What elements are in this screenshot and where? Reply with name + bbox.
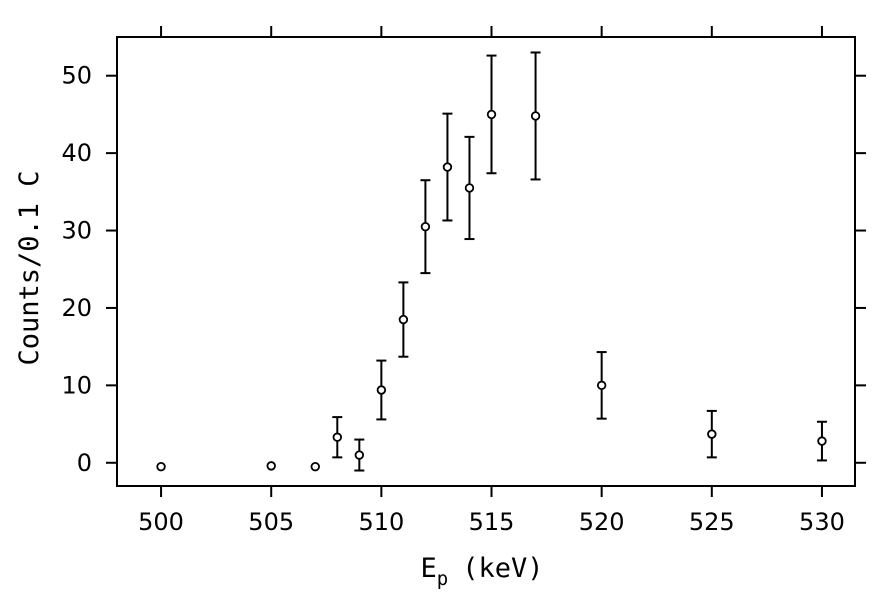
x-axis-label-unit: (keV) [462, 553, 543, 584]
data-point [442, 162, 453, 172]
x-axis-label-main: E [421, 553, 437, 584]
data-point [266, 461, 276, 471]
data-point [486, 109, 497, 120]
data-point [310, 461, 320, 472]
data-point [398, 314, 409, 325]
data-point [707, 429, 717, 439]
y-tick-label: 10 [61, 371, 92, 399]
data-point [332, 432, 342, 442]
x-tick-label: 520 [579, 508, 625, 536]
x-tick-label: 505 [248, 508, 294, 536]
data-marks [156, 51, 827, 472]
x-tick-label: 525 [689, 508, 735, 536]
data-point [464, 183, 475, 193]
plot-frame [116, 36, 856, 487]
y-tick-label: 0 [77, 449, 92, 477]
y-tick-label: 50 [61, 62, 92, 90]
data-point [530, 111, 541, 121]
data-point [354, 450, 365, 460]
y-axis-label: Counts/0.1 C [14, 170, 45, 365]
data-point [156, 461, 166, 472]
y-tick-label: 20 [61, 294, 92, 322]
x-axis-label-sub: p [437, 568, 448, 590]
data-point [420, 221, 431, 232]
axis-ticks: 500 505 510 515 520 525 530 0 10 20 30 40 50 [61, 26, 866, 536]
y-tick-label: 40 [61, 139, 92, 167]
x-tick-label: 530 [799, 508, 845, 536]
y-tick-label: 30 [61, 217, 92, 245]
x-tick-label: 500 [138, 508, 184, 536]
data-point [376, 385, 387, 395]
data-point [596, 380, 607, 391]
x-tick-label: 510 [358, 508, 404, 536]
x-tick-label: 515 [469, 508, 515, 536]
data-point [817, 436, 827, 446]
x-axis-label: Ep (keV) [421, 553, 544, 590]
